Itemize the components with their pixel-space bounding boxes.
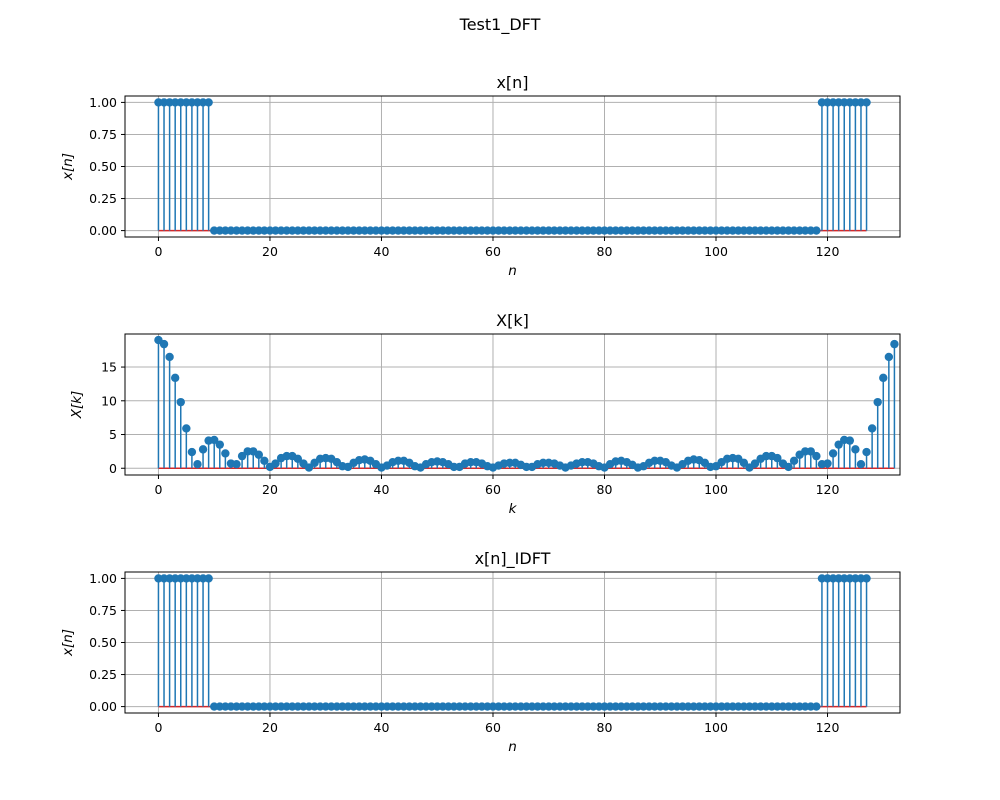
axes-frame	[124, 333, 901, 476]
stem-marker	[862, 98, 871, 107]
subplot-title: X[k]	[496, 311, 529, 330]
y-axis-label: x[n]	[60, 629, 76, 657]
stem-marker	[204, 574, 213, 583]
stem-marker	[867, 424, 877, 433]
stem-marker	[198, 445, 208, 454]
x-tick-label: 40	[374, 244, 390, 259]
stem-marker	[187, 447, 197, 457]
x-tick-label: 80	[597, 244, 613, 259]
x-tick-label: 80	[597, 482, 613, 497]
stem-series	[154, 335, 899, 472]
stem-marker	[304, 463, 314, 472]
x-tick-label: 20	[262, 244, 278, 259]
stem-marker	[851, 445, 860, 454]
x-tick-label: 120	[816, 482, 840, 497]
x-tick-label: 40	[374, 482, 390, 497]
stem-marker	[873, 397, 882, 407]
x-tick-label: 20	[262, 482, 278, 497]
stem-marker	[784, 462, 793, 472]
stem-marker	[221, 449, 230, 458]
subplot-x-n: 0 20 40 60 80 100 120 0.00 0.25 0.50 0.75 1.00 x[n]…	[60, 73, 901, 279]
stem-marker	[170, 373, 180, 383]
y-tick-label: 0.75	[89, 603, 117, 618]
stem-marker	[739, 458, 749, 468]
stem-marker	[812, 226, 821, 235]
stem-marker	[260, 456, 269, 466]
stem-series	[154, 574, 871, 711]
stem-marker	[789, 456, 799, 466]
stem-marker	[215, 440, 224, 449]
stem-marker	[254, 450, 264, 459]
stem-marker	[204, 98, 213, 107]
stem-marker	[193, 460, 202, 469]
axis-ticks: 0 20 40 60 80 100 120 0.00 0.25 0.50 0.75 1.00	[89, 95, 839, 259]
y-tick-label: 5	[109, 427, 117, 442]
x-tick-label: 60	[485, 720, 501, 735]
stem-marker	[210, 435, 219, 445]
x-tick-label: 0	[154, 720, 162, 735]
subplot-title: x[n]	[496, 73, 528, 92]
x-tick-label: 60	[485, 244, 501, 259]
stem-marker	[879, 373, 888, 383]
x-tick-label: 80	[597, 720, 613, 735]
stem-marker	[812, 702, 821, 711]
stem-marker	[176, 397, 185, 407]
x-tick-label: 0	[154, 244, 162, 259]
stem-marker	[884, 352, 894, 362]
subplot-X-k: 0 20 40 60 80 100 120 0 5 10 15 X[k] k X[k]	[69, 311, 901, 517]
x-axis-label: n	[508, 739, 517, 755]
y-axis-label: x[n]	[60, 153, 76, 181]
x-axis-label: k	[509, 501, 518, 517]
x-tick-label: 100	[704, 482, 728, 497]
y-tick-label: 0.00	[89, 699, 117, 714]
y-tick-label: 1.00	[89, 95, 117, 110]
x-tick-label: 0	[154, 482, 162, 497]
subplot-title: x[n]_IDFT	[475, 549, 551, 569]
x-tick-label: 100	[704, 244, 728, 259]
stem-marker	[856, 460, 866, 469]
x-tick-label: 120	[816, 720, 840, 735]
x-tick-label: 20	[262, 720, 278, 735]
y-tick-label: 10	[101, 393, 117, 408]
axis-ticks: 0 20 40 60 80 100 120 0.00 0.25 0.50 0.75 1.00	[89, 571, 839, 735]
y-tick-label: 15	[101, 360, 117, 375]
x-tick-label: 60	[485, 482, 501, 497]
stem-marker	[773, 453, 782, 463]
stem-marker	[806, 447, 815, 456]
stem-marker	[862, 574, 871, 583]
stem-marker	[845, 436, 855, 445]
stem-marker	[237, 451, 247, 461]
x-tick-label: 100	[704, 720, 728, 735]
x-tick-label: 120	[816, 244, 840, 259]
stem-marker	[823, 459, 832, 468]
stem-marker	[828, 449, 838, 458]
stem-marker	[750, 459, 760, 468]
x-tick-label: 40	[374, 720, 390, 735]
subplot-x-n-idft: 0 20 40 60 80 100 120 0.00 0.25 0.50 0.75 1.00 x[n]…	[60, 549, 901, 755]
y-tick-label: 0.25	[89, 191, 117, 206]
stem-marker	[890, 339, 899, 349]
y-tick-label: 1.00	[89, 571, 117, 586]
stem-marker	[165, 352, 174, 362]
y-tick-label: 0.00	[89, 223, 117, 238]
y-tick-label: 0.50	[89, 159, 117, 174]
y-tick-label: 0.75	[89, 127, 117, 142]
stem-marker	[271, 459, 280, 468]
stem-marker	[182, 424, 191, 433]
stem-marker	[159, 339, 169, 349]
y-axis-label: X[k]	[69, 391, 85, 420]
axis-ticks: 0 20 40 60 80 100 120 0 5 10 15	[101, 360, 839, 497]
figure-suptitle: Test1_DFT	[459, 15, 541, 35]
y-tick-label: 0	[109, 461, 117, 476]
stem-marker	[232, 460, 241, 469]
stem-marker	[293, 454, 303, 464]
y-tick-label: 0.50	[89, 635, 117, 650]
stem-series	[154, 98, 871, 235]
stem-marker	[812, 451, 821, 461]
x-axis-label: n	[508, 263, 517, 279]
stem-marker	[834, 440, 843, 449]
y-tick-label: 0.25	[89, 667, 117, 682]
stem-marker	[862, 447, 871, 457]
